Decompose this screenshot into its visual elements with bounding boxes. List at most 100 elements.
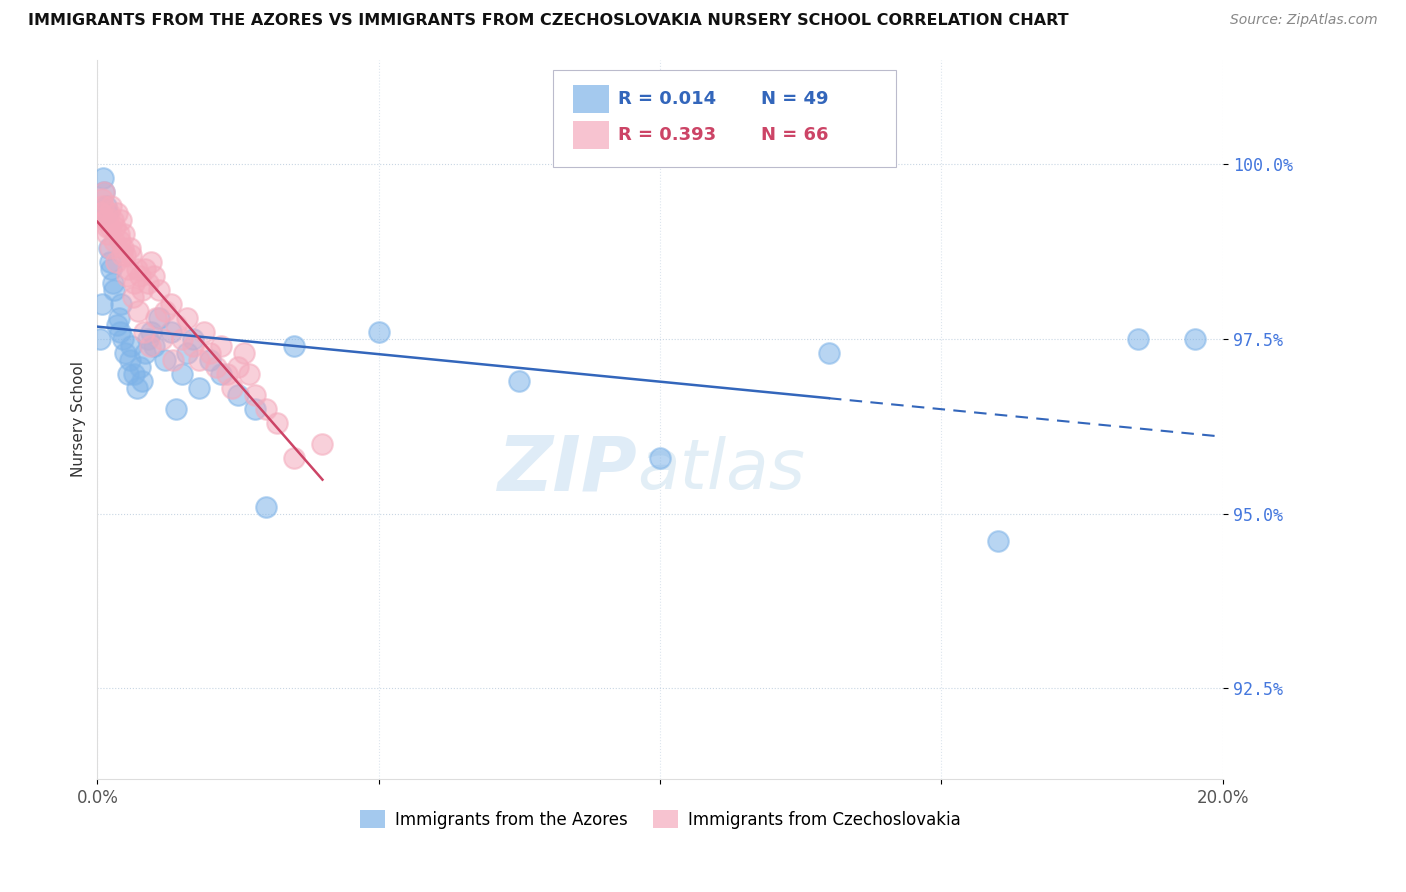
Point [266,416,288,430]
Point [181,332,204,346]
Point [176,310,198,325]
Point [131,374,153,388]
Point [117,262,139,277]
Point [508,374,530,388]
Point [108,325,131,339]
Point [254,401,277,416]
Point [132,325,155,339]
Point [153,352,176,367]
Point [120,339,142,353]
Point [232,346,254,360]
Point [103,234,125,248]
Point [90,297,112,311]
Point [100,262,122,277]
Point [142,339,165,353]
Point [131,283,153,297]
Point [98,255,121,269]
Point [96,220,118,235]
Point [93,213,115,227]
Point [122,367,145,381]
Point [96,206,118,220]
Text: N = 66: N = 66 [762,126,830,145]
Point [136,332,159,346]
Point [162,352,184,367]
Point [89,206,111,220]
Point [97,206,120,220]
Point [100,199,122,213]
Point [367,325,389,339]
Point [138,339,160,353]
Point [91,199,114,213]
Point [283,339,305,353]
Point [101,276,124,290]
Point [238,367,260,381]
Point [142,269,165,284]
Point [165,318,187,332]
Point [987,534,1010,549]
Point [110,248,132,262]
Point [108,234,131,248]
Point [148,310,170,325]
Point [107,227,129,242]
Point [209,367,232,381]
Point [90,192,112,206]
Point [139,325,162,339]
FancyBboxPatch shape [553,70,897,168]
Point [96,227,118,242]
Text: R = 0.014: R = 0.014 [619,90,717,108]
Point [1128,332,1150,346]
Point [226,388,249,402]
Point [243,388,266,402]
Point [818,346,841,360]
Point [97,241,120,255]
Text: atlas: atlas [637,436,806,503]
Point [243,401,266,416]
Point [104,255,127,269]
Point [90,206,112,220]
Point [118,241,141,255]
Text: Source: ZipAtlas.com: Source: ZipAtlas.com [1230,13,1378,28]
Point [134,346,156,360]
Point [120,248,142,262]
Point [103,283,125,297]
Point [110,297,132,311]
Point [204,359,226,374]
Point [117,367,139,381]
Point [215,367,238,381]
Point [153,304,176,318]
Point [111,332,134,346]
Text: R = 0.393: R = 0.393 [619,126,717,145]
Point [101,213,124,227]
Point [148,283,170,297]
Point [134,262,156,277]
Point [105,318,128,332]
Point [98,241,121,255]
Point [1184,332,1206,346]
Point [181,339,204,353]
Point [105,206,128,220]
Point [648,450,671,465]
Point [139,255,162,269]
Point [209,339,232,353]
Point [159,325,181,339]
Point [93,186,115,200]
Point [115,269,138,284]
Point [193,325,215,339]
Point [150,332,173,346]
Point [118,352,141,367]
Bar [574,121,609,149]
Point [145,310,167,325]
Point [89,332,111,346]
Point [125,381,148,395]
Bar [574,86,609,112]
Point [170,367,193,381]
Legend: Immigrants from the Azores, Immigrants from Czechoslovakia: Immigrants from the Azores, Immigrants f… [353,804,967,835]
Point [187,381,209,395]
Point [254,500,277,514]
Point [128,269,150,284]
Text: IMMIGRANTS FROM THE AZORES VS IMMIGRANTS FROM CZECHOSLOVAKIA NURSERY SCHOOL CORR: IMMIGRANTS FROM THE AZORES VS IMMIGRANTS… [28,13,1069,29]
Text: ZIP: ZIP [498,433,637,507]
Point [128,359,150,374]
Point [125,262,148,277]
Point [176,346,198,360]
